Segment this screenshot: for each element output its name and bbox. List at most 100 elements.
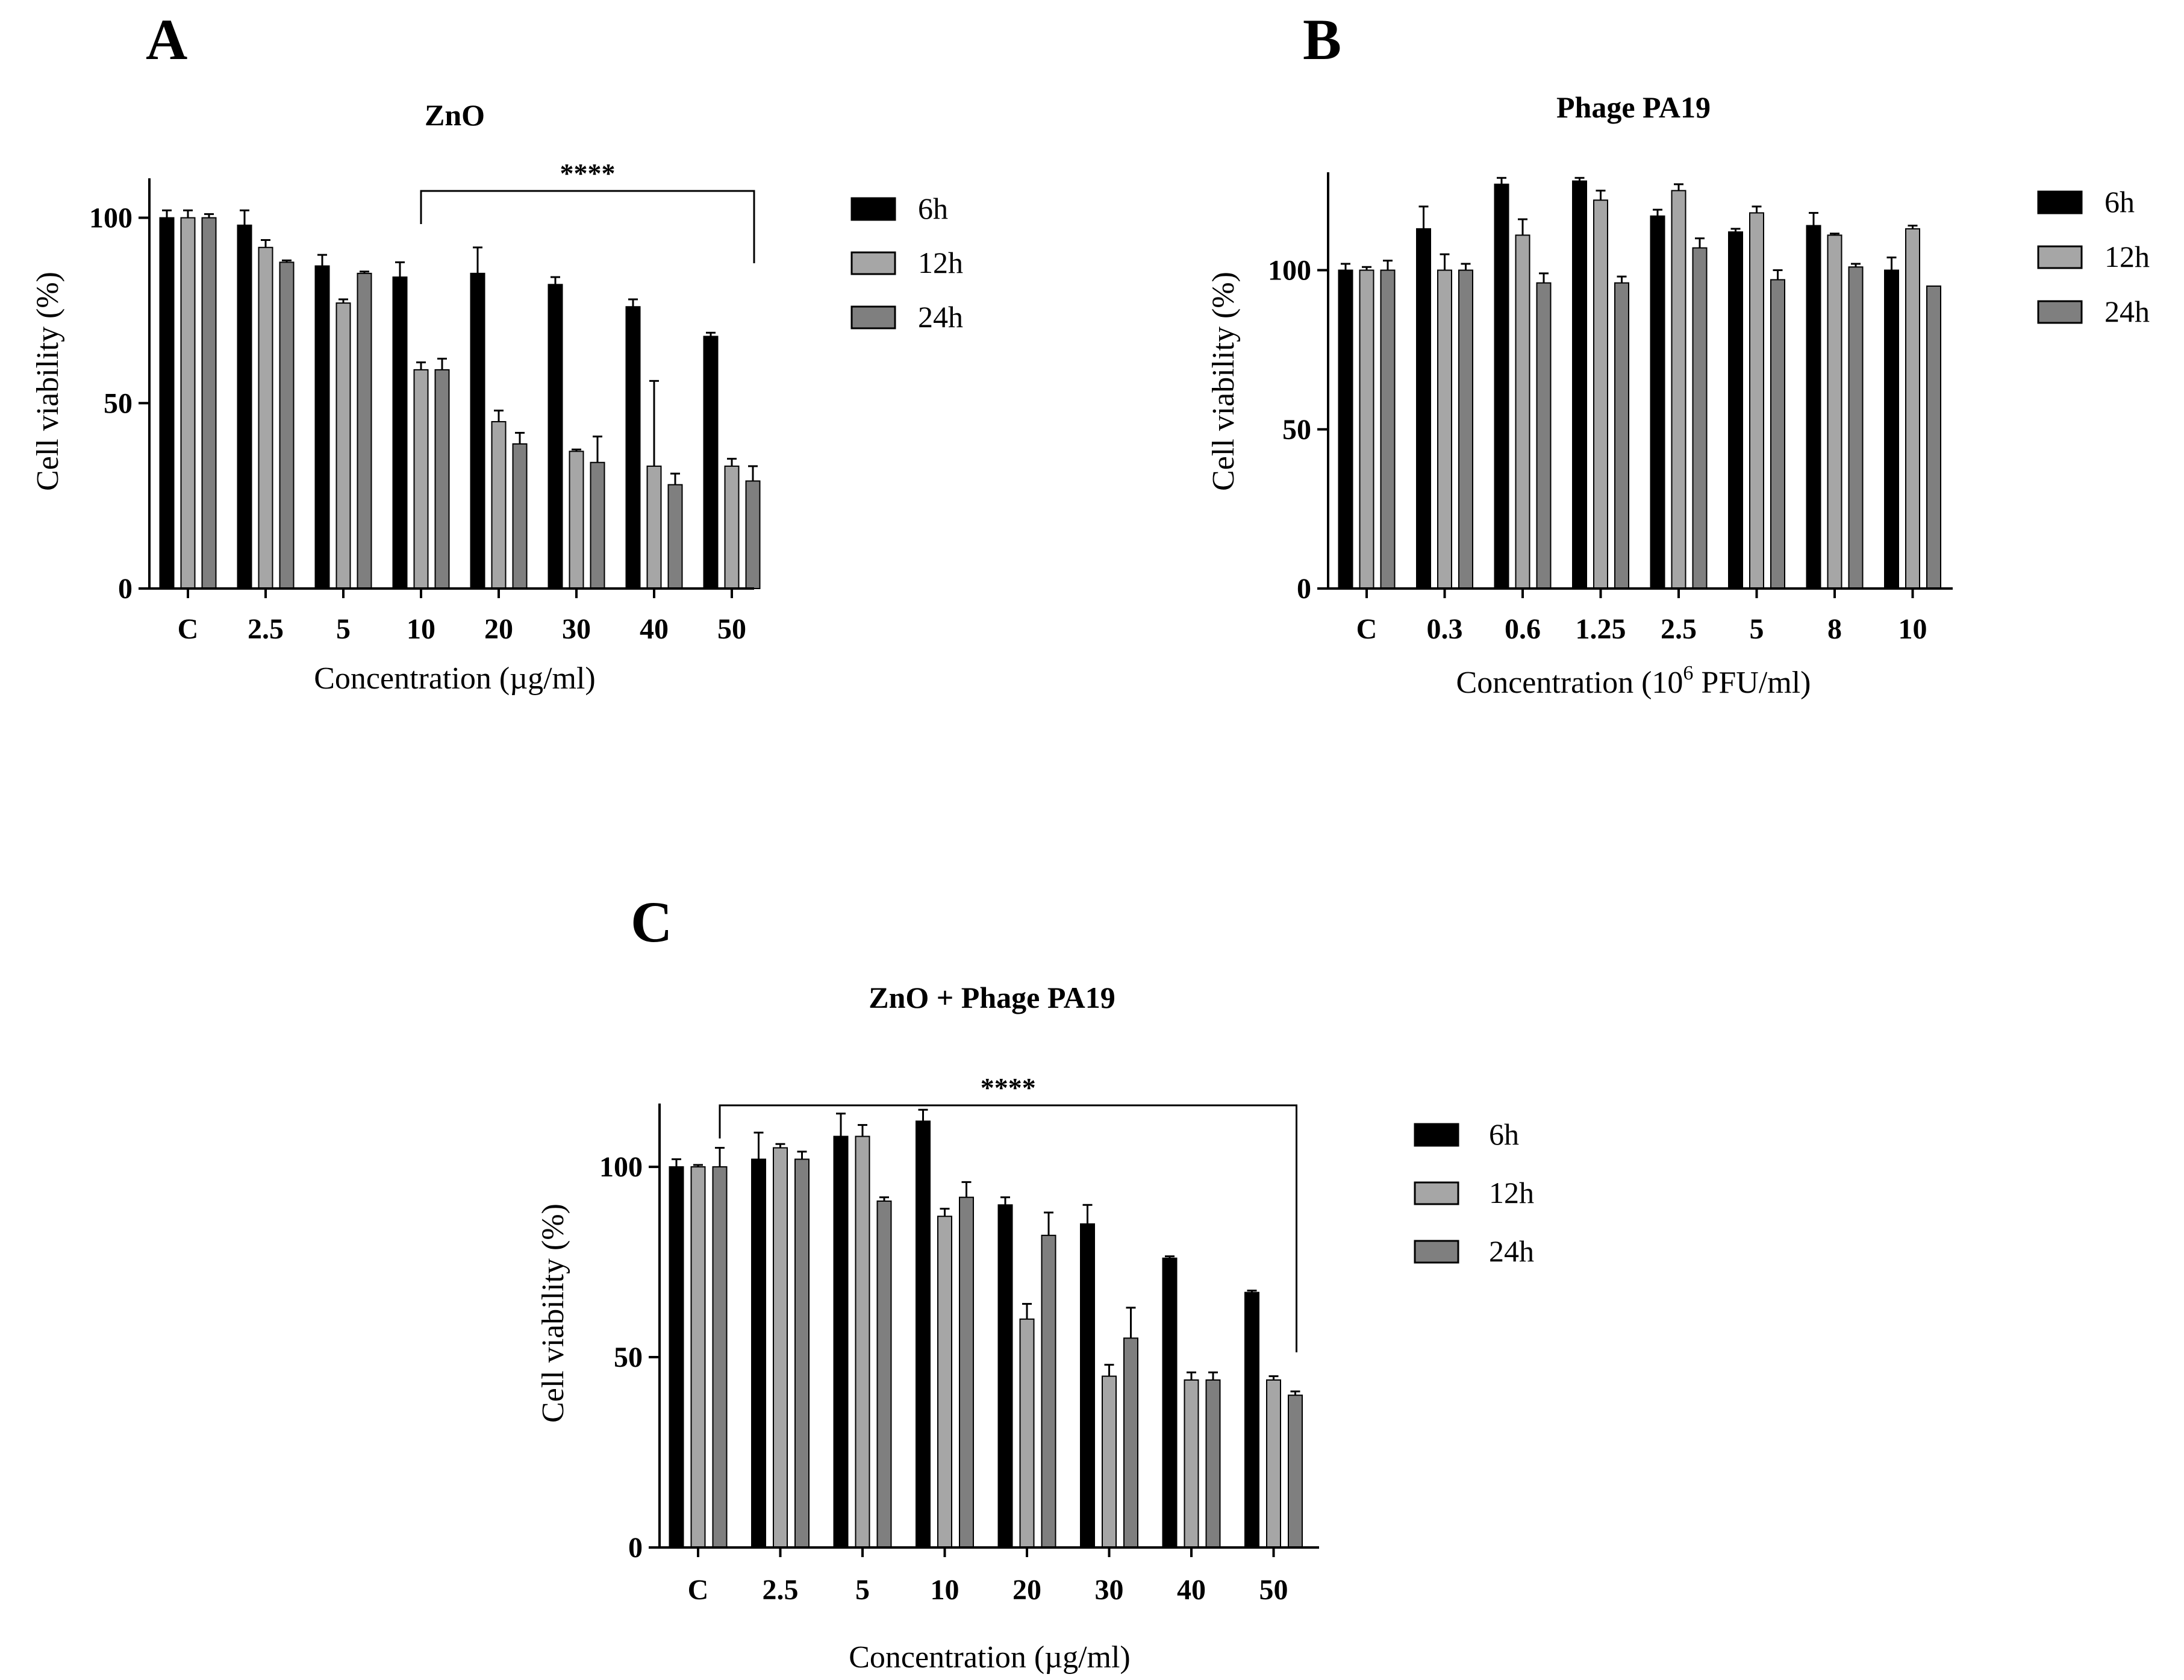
x-tick-label-c-40: 40 <box>1177 1574 1206 1606</box>
bar-c-12h-30 <box>1102 1375 1117 1548</box>
bar-c-12h-5 <box>855 1135 870 1549</box>
y-tick-label-b-100: 100 <box>1268 255 1311 287</box>
bar-a-12h-10 <box>413 369 429 590</box>
bar-a-12h-2.5 <box>258 246 273 590</box>
bar-b-12h-0.6 <box>1515 234 1530 589</box>
bar-a-24h-5 <box>357 272 372 589</box>
x-axis-label-a: Concentration (µg/ml) <box>314 661 596 696</box>
x-axis-label-b-sup: 6 <box>1683 662 1693 684</box>
significance-bracket-a <box>420 190 755 263</box>
bar-c-6h-30 <box>1080 1223 1095 1548</box>
bar-a-24h-30 <box>590 461 605 590</box>
bar-b-12h-1.25 <box>1593 199 1608 589</box>
bar-c-24h-10 <box>959 1196 974 1548</box>
bar-a-12h-40 <box>646 465 662 590</box>
bar-a-12h-C <box>180 217 196 589</box>
bar-a-24h-40 <box>667 484 683 589</box>
x-tick-label-a-C: C <box>178 613 199 645</box>
bar-c-24h-50 <box>1288 1394 1303 1549</box>
legend-swatch-b-24h <box>2037 300 2083 324</box>
bar-b-12h-2.5 <box>1671 190 1686 589</box>
bar-c-12h-40 <box>1184 1379 1199 1549</box>
bar-a-24h-20 <box>512 443 528 589</box>
legend-label-a-6h: 6h <box>918 192 948 225</box>
x-axis-label-b: Concentration (106 PFU/ml) <box>1456 662 1811 700</box>
y-tick-label-b-50: 50 <box>1282 414 1311 446</box>
bar-c-12h-C <box>690 1166 706 1548</box>
x-axis-label-b-main: Concentration (10 <box>1456 666 1683 700</box>
y-tick-label-c-100: 100 <box>599 1151 643 1183</box>
bar-a-12h-20 <box>491 421 507 590</box>
bar-c-24h-C <box>712 1166 728 1548</box>
bar-b-24h-0.3 <box>1458 269 1473 589</box>
bar-b-12h-C <box>1359 269 1374 589</box>
legend-b: 6h 12h 24h <box>2037 185 2150 328</box>
bar-b-24h-C <box>1380 269 1396 589</box>
bar-a-6h-5 <box>314 265 330 589</box>
bar-c-12h-2.5 <box>773 1147 788 1549</box>
x-tick-label-a-20: 20 <box>484 613 513 645</box>
x-tick-label-c-2.5: 2.5 <box>763 1574 799 1606</box>
bar-b-24h-8 <box>1848 266 1864 589</box>
legend-label-c-12h: 12h <box>1489 1176 1534 1210</box>
legend-swatch-a-6h <box>850 197 896 221</box>
legend-swatch-a-24h <box>850 305 896 329</box>
bar-c-6h-5 <box>833 1135 849 1549</box>
bar-b-6h-8 <box>1806 225 1821 589</box>
bar-c-12h-50 <box>1266 1379 1281 1549</box>
bar-a-6h-10 <box>392 276 408 589</box>
bar-b-6h-C <box>1338 269 1353 589</box>
bar-b-24h-5 <box>1770 279 1785 589</box>
x-tick-label-a-5: 5 <box>336 613 351 645</box>
bar-c-6h-50 <box>1244 1291 1259 1549</box>
bar-c-6h-10 <box>916 1120 931 1548</box>
x-tick-label-b-2.5: 2.5 <box>1661 613 1697 645</box>
chart-title-c: ZnO + Phage PA19 <box>869 981 1115 1014</box>
y-tick-label-a-50: 50 <box>104 387 133 419</box>
chart-title-b: Phage PA19 <box>1556 90 1711 124</box>
x-tick-label-b-0.6: 0.6 <box>1505 613 1541 645</box>
legend-a: 6h 12h 24h <box>850 192 963 334</box>
bar-b-6h-10 <box>1884 269 1899 589</box>
bar-c-6h-2.5 <box>751 1158 766 1549</box>
significance-label-c: **** <box>981 1072 1036 1103</box>
x-tick-label-c-C: C <box>688 1574 709 1606</box>
x-tick-label-c-50: 50 <box>1259 1574 1288 1606</box>
legend-label-b-6h: 6h <box>2104 185 2135 219</box>
x-tick-label-a-30: 30 <box>562 613 591 645</box>
bar-a-24h-2.5 <box>279 261 295 589</box>
x-tick-label-b-C: C <box>1356 613 1377 645</box>
legend-label-c-6h: 6h <box>1489 1117 1519 1151</box>
bar-a-6h-50 <box>703 336 719 589</box>
x-tick-label-a-40: 40 <box>640 613 669 645</box>
legend-label-a-12h: 12h <box>918 246 963 279</box>
bar-b-12h-10 <box>1905 228 1920 590</box>
bar-a-6h-40 <box>625 306 641 589</box>
bar-a-24h-C <box>201 217 217 589</box>
bar-b-6h-1.25 <box>1572 180 1587 590</box>
bar-c-24h-30 <box>1123 1337 1138 1548</box>
bar-a-24h-10 <box>434 369 450 590</box>
legend-swatch-c-6h <box>1414 1123 1459 1147</box>
bar-c-12h-20 <box>1019 1318 1035 1548</box>
x-tick-label-a-2.5: 2.5 <box>248 613 284 645</box>
bar-a-24h-50 <box>745 480 761 589</box>
y-tick-label-a-100: 100 <box>89 202 133 234</box>
significance-bracket-c <box>719 1104 1297 1352</box>
x-tick-label-c-30: 30 <box>1095 1574 1124 1606</box>
bar-a-6h-20 <box>470 272 485 589</box>
significance-label-a: **** <box>560 158 616 189</box>
legend-label-b-24h: 24h <box>2104 295 2150 328</box>
x-tick-label-c-5: 5 <box>855 1574 870 1606</box>
x-axis-label-c: Concentration (µg/ml) <box>849 1640 1131 1675</box>
legend-swatch-b-12h <box>2037 245 2083 269</box>
legend-label-a-24h: 24h <box>918 300 963 334</box>
chart-title-a: ZnO <box>425 98 485 132</box>
x-tick-label-b-0.3: 0.3 <box>1427 613 1463 645</box>
panel-letter-c: C <box>631 890 672 954</box>
x-tick-label-b-5: 5 <box>1750 613 1764 645</box>
bar-b-24h-2.5 <box>1692 247 1708 589</box>
